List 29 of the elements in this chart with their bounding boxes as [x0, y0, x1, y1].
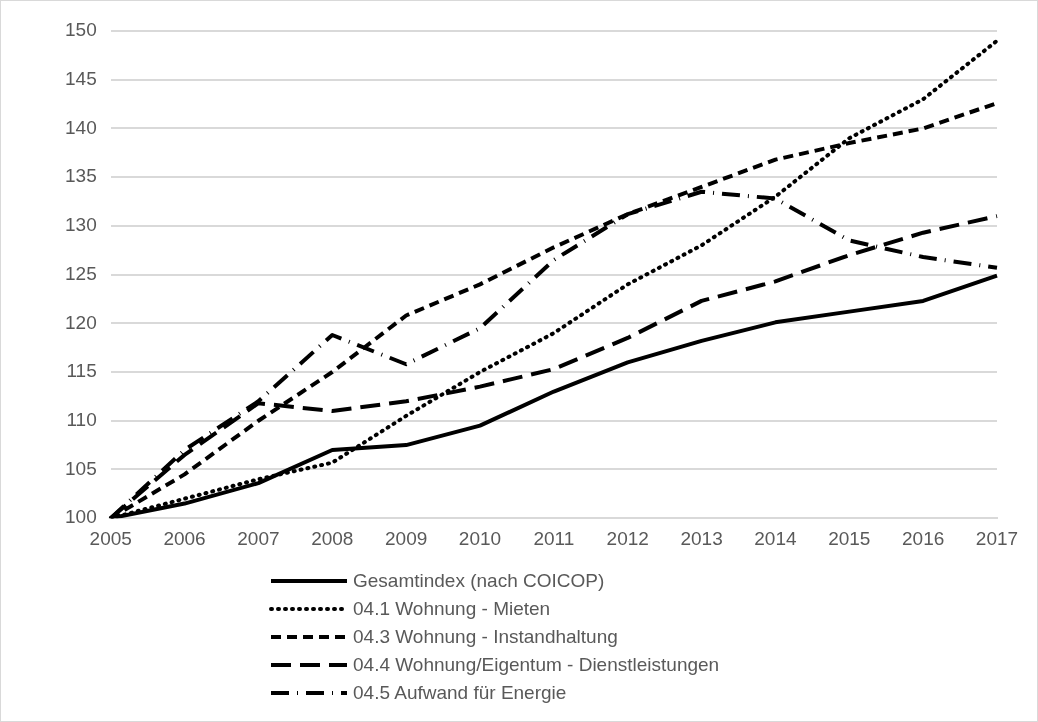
y-tick-label: 130 [65, 214, 97, 236]
y-tick-label: 125 [65, 262, 97, 284]
x-tick-label: 2012 [606, 527, 649, 549]
x-tick-label: 2016 [902, 527, 945, 549]
y-tick-label: 145 [65, 67, 97, 89]
legend-label: Gesamtindex (nach COICOP) [353, 570, 605, 592]
x-tick-label: 2010 [458, 527, 502, 549]
legend-label: 04.3 Wohnung - Instandhaltung [353, 626, 618, 648]
y-tick-label: 150 [65, 19, 97, 41]
y-tick-label: 120 [65, 311, 97, 333]
y-tick-label: 110 [66, 408, 97, 430]
legend-label: 04.5 Aufwand für Energie [353, 682, 567, 704]
legend-label: 04.4 Wohnung/Eigentum - Dienstleistungen [353, 654, 720, 676]
x-tick-label: 2007 [237, 527, 280, 549]
y-tick-label: 100 [65, 506, 97, 528]
y-tick-label: 115 [66, 360, 97, 382]
legend-label: 04.1 Wohnung - Mieten [353, 598, 551, 620]
y-tick-label: 140 [65, 116, 97, 138]
x-tick-label: 2017 [975, 527, 1019, 549]
x-tick-label: 2006 [163, 527, 206, 549]
x-tick-label: 2009 [384, 527, 428, 549]
x-tick-label: 2008 [311, 527, 354, 549]
x-tick-label: 2013 [680, 527, 723, 549]
x-tick-label: 2015 [828, 527, 871, 549]
x-tick-label: 2011 [533, 527, 575, 549]
x-tick-label: 2005 [89, 527, 132, 549]
y-tick-label: 135 [65, 165, 97, 187]
y-tick-label: 105 [65, 457, 97, 479]
x-tick-label: 2014 [754, 527, 797, 549]
